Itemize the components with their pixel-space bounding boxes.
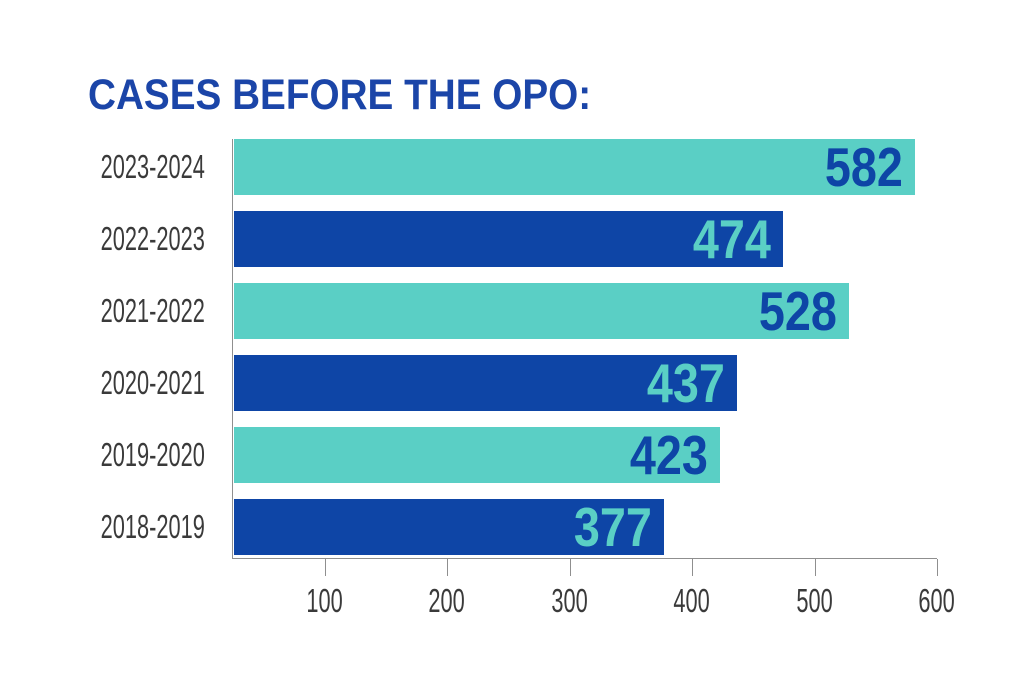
x-axis-tick-mark (815, 559, 816, 576)
category-label: 2023-2024 (0, 139, 205, 195)
category-label-text: 2023-2024 (100, 148, 205, 185)
bar: 437 (234, 355, 737, 411)
x-axis-tick-label-text: 100 (306, 582, 344, 619)
category-label: 2020-2021 (0, 355, 205, 411)
category-label: 2018-2019 (0, 499, 205, 555)
chart-title: CASES BEFORE THE OPO: (88, 74, 647, 117)
x-axis-tick-label: 500 (755, 584, 875, 617)
bar: 582 (234, 139, 915, 195)
category-label: 2021-2022 (0, 283, 205, 339)
x-axis-tick-label: 200 (387, 584, 507, 617)
x-axis-tick-label: 600 (877, 584, 997, 617)
category-label-text: 2019-2020 (100, 436, 205, 473)
chart-title-text: CASES BEFORE THE OPO: (88, 71, 592, 119)
bar-value-label: 423 (630, 423, 709, 486)
x-axis-tick-mark (447, 559, 448, 576)
bar: 377 (234, 499, 664, 555)
x-axis-tick-label: 400 (632, 584, 752, 617)
bar-value-label: 437 (647, 351, 726, 414)
category-label-text: 2021-2022 (100, 292, 205, 329)
bar-value-label: 377 (574, 495, 653, 558)
category-label: 2022-2023 (0, 211, 205, 267)
category-label-text: 2020-2021 (100, 364, 205, 401)
x-axis-tick-label-text: 400 (673, 582, 711, 619)
bar: 474 (234, 211, 783, 267)
x-axis-line (233, 558, 937, 559)
x-axis-tick-label-text: 200 (428, 582, 466, 619)
bar-value-label: 528 (759, 279, 838, 342)
bar-value-label: 582 (825, 135, 904, 198)
x-axis-tick-label-text: 600 (918, 582, 956, 619)
x-axis-tick-label: 300 (510, 584, 630, 617)
y-axis-line (232, 139, 233, 559)
category-label-text: 2018-2019 (100, 508, 205, 545)
x-axis-tick-label-text: 500 (796, 582, 834, 619)
x-axis-tick-label: 100 (265, 584, 385, 617)
category-label: 2019-2020 (0, 427, 205, 483)
x-axis-tick-mark (325, 559, 326, 576)
x-axis-tick-mark (692, 559, 693, 576)
category-label-text: 2022-2023 (100, 220, 205, 257)
bar: 528 (234, 283, 849, 339)
x-axis-tick-mark (937, 559, 938, 576)
bar-value-label: 474 (693, 207, 772, 270)
x-axis-tick-mark (570, 559, 571, 576)
bar: 423 (234, 427, 720, 483)
x-axis-tick-label-text: 300 (551, 582, 589, 619)
